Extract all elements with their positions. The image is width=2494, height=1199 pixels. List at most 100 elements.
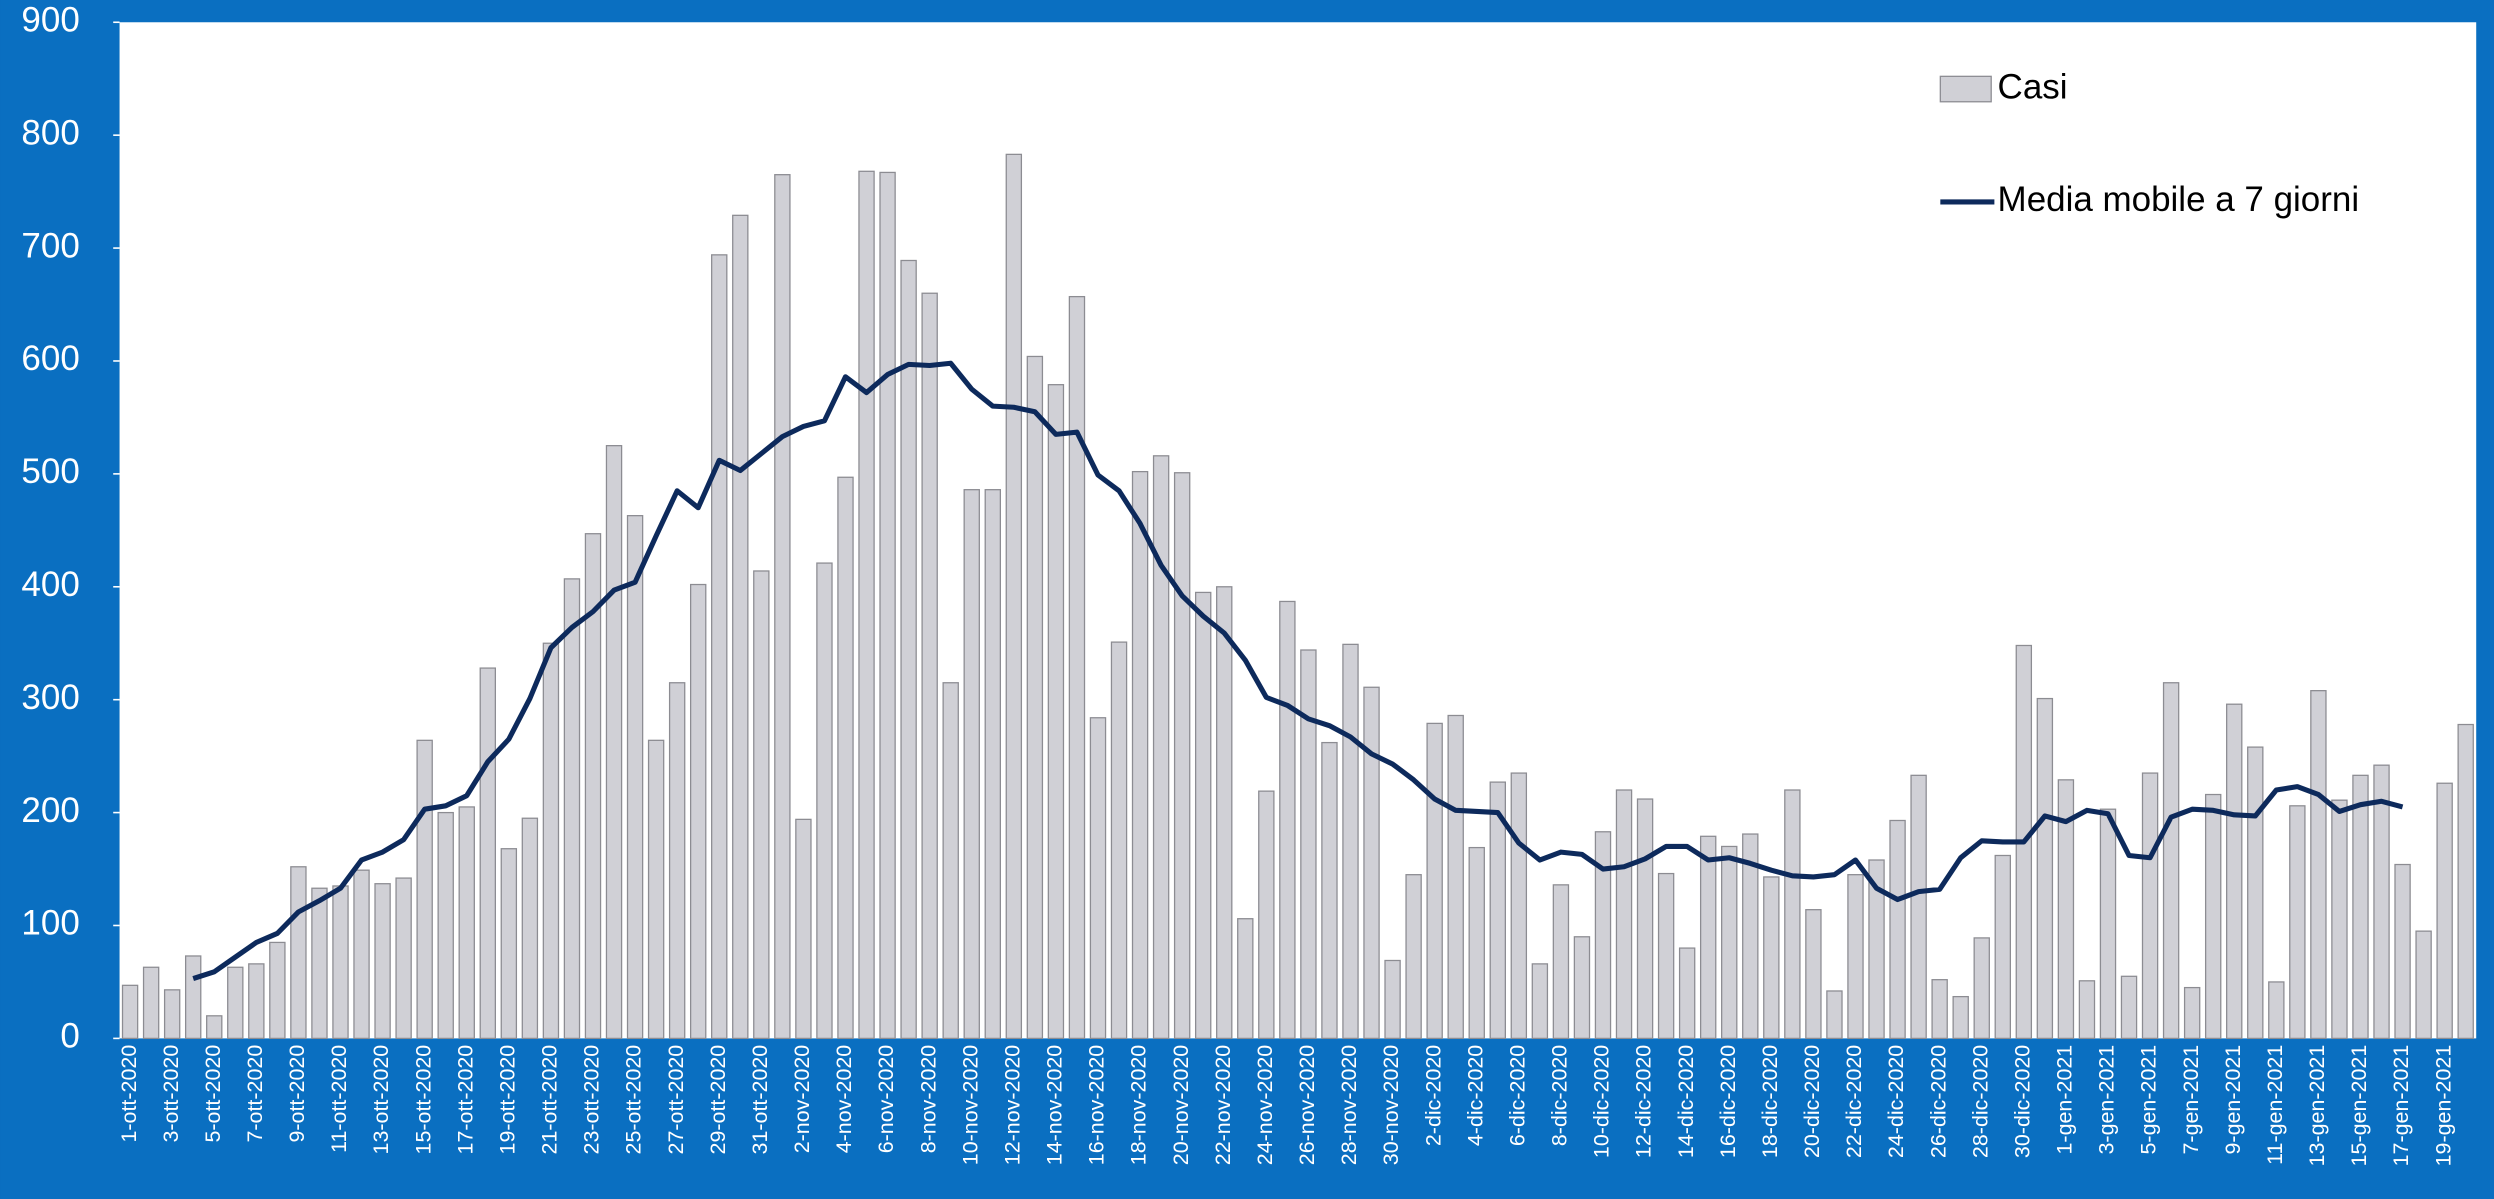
x-tick-label: 11-ott-2020 bbox=[327, 1045, 351, 1153]
bar bbox=[2247, 746, 2264, 1040]
bar bbox=[2141, 772, 2159, 1040]
bar bbox=[1068, 295, 1086, 1040]
x-tick-label: 18-nov-2020 bbox=[1127, 1045, 1151, 1166]
bar bbox=[1152, 455, 1170, 1040]
bar bbox=[163, 989, 181, 1040]
bar bbox=[1531, 963, 1549, 1040]
bar bbox=[1405, 874, 1422, 1040]
x-tick-label: 4-dic-2020 bbox=[1463, 1045, 1487, 1146]
x-tick-label: 10-nov-2020 bbox=[958, 1045, 982, 1166]
bar bbox=[1194, 591, 1212, 1040]
x-tick-label: 16-nov-2020 bbox=[1085, 1045, 1109, 1166]
bar bbox=[1973, 937, 1990, 1040]
bar bbox=[2436, 782, 2453, 1040]
bar bbox=[332, 885, 349, 1040]
x-tick-label: 8-dic-2020 bbox=[1548, 1045, 1572, 1146]
bar bbox=[1784, 789, 1801, 1040]
bar bbox=[479, 667, 496, 1040]
x-tick-label: 5-ott-2020 bbox=[201, 1045, 225, 1143]
bar bbox=[837, 476, 854, 1040]
bar bbox=[795, 818, 812, 1040]
bar bbox=[1468, 846, 1485, 1040]
x-tick-label: 6-dic-2020 bbox=[1505, 1045, 1529, 1146]
bar bbox=[2226, 703, 2243, 1040]
bar bbox=[437, 811, 454, 1040]
x-tick-label: 3-gen-2021 bbox=[2095, 1045, 2119, 1155]
x-tick-label: 9-gen-2021 bbox=[2221, 1045, 2245, 1155]
y-tick-label: 700 bbox=[21, 226, 79, 265]
y-tick-label: 200 bbox=[21, 791, 79, 830]
bar bbox=[942, 682, 959, 1040]
bar bbox=[227, 966, 244, 1040]
bar bbox=[1363, 686, 1380, 1040]
bar bbox=[1342, 643, 1359, 1040]
bar bbox=[605, 445, 623, 1040]
bar bbox=[1868, 859, 1885, 1040]
bar bbox=[626, 515, 644, 1040]
bar bbox=[2331, 799, 2348, 1040]
x-tick-label: 28-nov-2020 bbox=[1337, 1045, 1361, 1166]
bar bbox=[1910, 774, 1927, 1040]
bar bbox=[668, 682, 686, 1040]
bar bbox=[1216, 586, 1233, 1040]
bar bbox=[1699, 835, 1717, 1040]
bar bbox=[542, 642, 560, 1040]
x-tick-label: 21-ott-2020 bbox=[538, 1045, 562, 1155]
bar bbox=[1173, 472, 1191, 1040]
x-tick-label: 12-nov-2020 bbox=[1000, 1045, 1024, 1166]
bar bbox=[1636, 798, 1654, 1040]
x-tick-label: 14-nov-2020 bbox=[1043, 1045, 1067, 1166]
y-tick-label: 400 bbox=[21, 565, 79, 604]
x-tick-label: 23-ott-2020 bbox=[580, 1045, 604, 1155]
bar bbox=[2310, 690, 2327, 1040]
bar bbox=[1931, 979, 1948, 1040]
x-tick-label: 3-ott-2020 bbox=[159, 1045, 183, 1143]
bar bbox=[1026, 355, 1044, 1040]
bar bbox=[290, 866, 307, 1040]
bar bbox=[458, 806, 475, 1040]
x-tick-label: 15-gen-2021 bbox=[2347, 1045, 2371, 1167]
x-tick-label: 2-dic-2020 bbox=[1421, 1045, 1445, 1146]
x-tick-label: 10-dic-2020 bbox=[1590, 1045, 1614, 1158]
x-tick-label: 25-ott-2020 bbox=[622, 1045, 646, 1155]
y-tick-label: 300 bbox=[21, 678, 79, 717]
bar bbox=[2394, 863, 2411, 1040]
x-tick-label: 18-dic-2020 bbox=[1758, 1045, 1782, 1158]
bar bbox=[1089, 717, 1107, 1040]
bar bbox=[2078, 980, 2096, 1040]
bar bbox=[248, 963, 265, 1040]
x-tick-label: 17-ott-2020 bbox=[453, 1045, 477, 1155]
x-tick-label: 2-nov-2020 bbox=[790, 1045, 814, 1154]
x-tick-label: 27-ott-2020 bbox=[664, 1045, 688, 1155]
bar bbox=[1489, 781, 1506, 1040]
bar bbox=[2415, 930, 2432, 1040]
y-tick-label: 800 bbox=[21, 113, 79, 152]
bar bbox=[732, 214, 749, 1040]
bar bbox=[1805, 909, 1822, 1040]
x-tick-label: 22-nov-2020 bbox=[1211, 1045, 1235, 1166]
bar bbox=[1510, 772, 1528, 1040]
bar bbox=[2373, 764, 2390, 1040]
bar bbox=[1573, 936, 1591, 1040]
y-tick-label: 0 bbox=[60, 1017, 79, 1056]
bar bbox=[563, 578, 581, 1040]
x-tick-label: 1-gen-2021 bbox=[2053, 1045, 2077, 1155]
x-tick-label: 28-dic-2020 bbox=[1968, 1045, 1992, 1158]
x-tick-label: 17-gen-2021 bbox=[2389, 1045, 2413, 1167]
bar bbox=[753, 570, 770, 1040]
bar bbox=[206, 1015, 223, 1040]
x-tick-label: 14-dic-2020 bbox=[1674, 1045, 1698, 1158]
x-tick-label: 24-dic-2020 bbox=[1884, 1045, 1908, 1158]
x-tick-label: 24-nov-2020 bbox=[1253, 1045, 1277, 1166]
bar bbox=[2352, 774, 2369, 1040]
x-tick-label: 8-nov-2020 bbox=[916, 1045, 940, 1154]
x-tick-label: 13-gen-2021 bbox=[2305, 1045, 2329, 1167]
x-tick-label: 29-ott-2020 bbox=[706, 1045, 730, 1155]
x-tick-label: 5-gen-2021 bbox=[2137, 1045, 2161, 1155]
legend-label: Media mobile a 7 giorni bbox=[1998, 180, 2360, 219]
bar bbox=[1952, 995, 1969, 1040]
bar bbox=[858, 170, 875, 1040]
legend-swatch bbox=[1939, 75, 1992, 103]
x-tick-label: 30-dic-2020 bbox=[2010, 1045, 2034, 1158]
